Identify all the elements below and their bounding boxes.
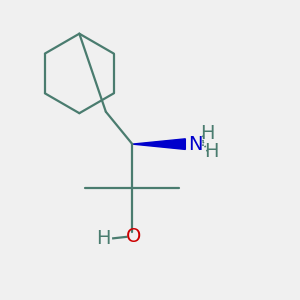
Polygon shape: [132, 139, 185, 149]
Text: H: H: [200, 124, 215, 143]
Text: O: O: [126, 227, 142, 246]
Text: H: H: [205, 142, 219, 161]
Text: H: H: [96, 229, 110, 248]
Text: N: N: [188, 135, 203, 154]
